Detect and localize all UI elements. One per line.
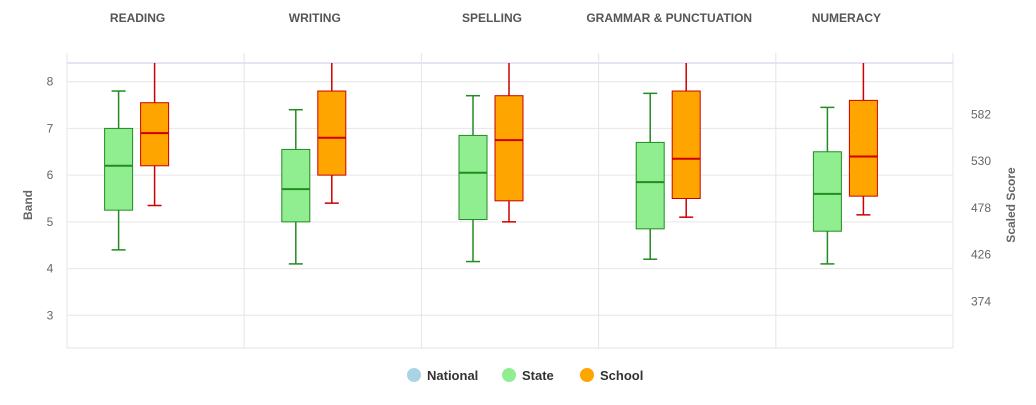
y-left-tick: 6 (47, 168, 54, 182)
state-box-1 (281, 108, 311, 265)
box-iqr (140, 102, 170, 167)
category-labels: READING WRITING SPELLING GRAMMAR & PUNCTUAT… (110, 11, 881, 25)
state-box-2 (458, 94, 488, 263)
y-axis-right-title: Scaled Score (1004, 167, 1018, 243)
y-right-tick: 478 (971, 201, 991, 215)
y-left-tick: 5 (47, 215, 54, 229)
box-iqr (104, 127, 134, 211)
category-label: NUMERACY (812, 11, 881, 25)
boxes-layer (104, 63, 878, 265)
box-iqr (635, 141, 665, 230)
box-iqr (812, 151, 842, 232)
legend-label-national: National (427, 368, 478, 383)
school-box-1 (317, 63, 347, 204)
category-label: READING (110, 11, 165, 25)
y-right-tick: 374 (971, 294, 991, 308)
state-box-3 (635, 92, 665, 260)
school-box-0 (140, 63, 170, 207)
y-right-tick: 426 (971, 248, 991, 262)
y-right-tick: 530 (971, 154, 991, 168)
legend-label-state: State (522, 368, 554, 383)
y-left-tick: 3 (47, 308, 54, 322)
category-label: WRITING (289, 11, 341, 25)
state-box-0 (104, 90, 134, 251)
y-left-tick: 7 (47, 121, 54, 135)
legend-label-school: School (600, 368, 643, 383)
box-iqr (281, 148, 311, 223)
legend-marker-school (580, 368, 594, 382)
box-iqr (848, 99, 878, 197)
legend-marker-state (502, 368, 516, 382)
state-box-4 (812, 106, 842, 265)
y-axis-left-title: Band (21, 190, 35, 220)
axis-labels: Band Scaled Score 3 4 5 6 7 8 582 530 478 426 374 (21, 75, 1018, 323)
box-iqr (671, 90, 701, 199)
school-box-2 (494, 63, 524, 223)
category-label: SPELLING (462, 11, 522, 25)
school-box-4 (848, 63, 878, 216)
school-box-3 (671, 63, 701, 218)
legend-marker-national (407, 368, 421, 382)
legend: National State School (407, 368, 643, 383)
category-label: GRAMMAR & PUNCTUATION (586, 11, 752, 25)
box-iqr (494, 95, 524, 202)
box-iqr (458, 134, 488, 221)
y-right-tick: 582 (971, 107, 991, 121)
box-iqr (317, 90, 347, 176)
y-left-tick: 8 (47, 75, 54, 89)
y-left-tick: 4 (47, 262, 54, 276)
